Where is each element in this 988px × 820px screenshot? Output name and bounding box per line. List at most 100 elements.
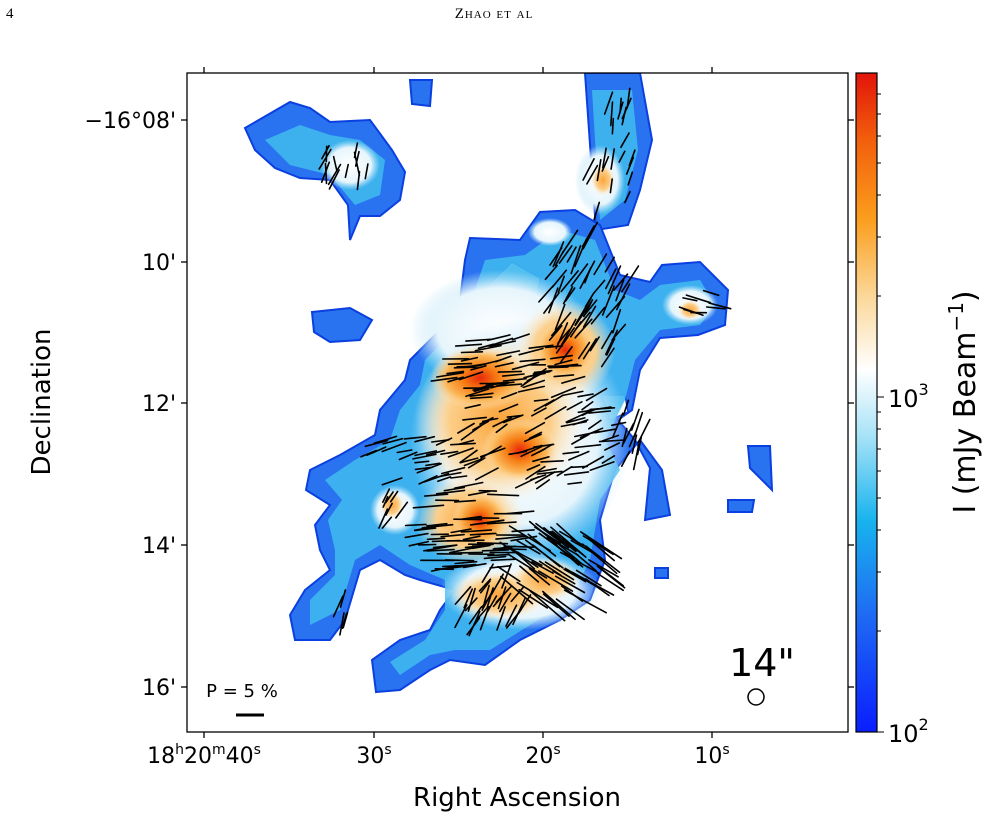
polarization-vector — [404, 532, 429, 539]
polarization-vector — [552, 570, 576, 585]
polarization-vector — [364, 439, 389, 448]
polarization-vector — [530, 407, 547, 417]
polarization-vector — [517, 385, 546, 393]
polarization-vector — [467, 490, 491, 497]
polarization-vector — [548, 366, 569, 369]
polarization-vector — [479, 447, 506, 458]
polarization-vector — [596, 572, 625, 592]
polarization-vector — [426, 522, 448, 527]
polarization-vectors — [318, 87, 732, 637]
beam-size-label: 14" — [729, 641, 795, 685]
polarization-vector — [596, 565, 626, 589]
polarization-vector — [554, 250, 565, 267]
polarization-vector — [453, 481, 484, 489]
polarization-vector — [611, 412, 624, 439]
polarization-vector — [526, 464, 541, 471]
polarization-vector — [413, 527, 437, 532]
polarization-vector — [511, 361, 540, 371]
polarization-vector — [414, 466, 433, 471]
polarization-vector — [560, 420, 588, 428]
polarization-vector — [586, 537, 616, 562]
polarization-vector — [537, 570, 574, 592]
polarization-vector — [489, 564, 511, 569]
polarization-vector — [426, 548, 455, 552]
polarization-vector — [523, 367, 547, 385]
polarization-vector — [332, 595, 344, 618]
polarization-vector — [443, 486, 466, 492]
polarization-vector — [497, 370, 523, 373]
polarization-vector — [430, 376, 458, 382]
polarization-vector — [540, 459, 564, 463]
polarization-vector — [564, 287, 576, 302]
polarization-vector — [582, 305, 597, 328]
polarization-vector — [632, 443, 640, 471]
polarization-vector — [404, 523, 427, 527]
polarization-vector — [471, 543, 495, 546]
polarization-vector — [604, 329, 619, 356]
polarization-vector — [449, 442, 477, 446]
x-tick-label: 10s — [694, 742, 729, 769]
polarization-vector — [381, 516, 393, 529]
polarization-vector — [519, 358, 546, 363]
polarization-vector — [528, 567, 551, 586]
polarization-vector — [601, 434, 620, 442]
polarization-vector — [541, 590, 576, 621]
polarization-vector — [554, 359, 573, 366]
polarization-vector — [534, 471, 556, 484]
polarization-vector — [593, 253, 608, 276]
polarization-vector — [550, 311, 572, 337]
polarization-vector — [395, 501, 409, 519]
polarization-vector — [421, 523, 454, 529]
polarization-vector — [622, 422, 635, 445]
polarization-vector — [535, 479, 551, 490]
polarization-vector — [449, 551, 484, 555]
polarization-vector — [339, 589, 347, 608]
polarization-vector — [561, 375, 586, 384]
polarization-vector — [522, 379, 546, 389]
polarization-vector — [682, 308, 698, 315]
polarization-vector — [554, 303, 566, 331]
polarization-vector — [474, 467, 499, 481]
polarization-vector — [589, 336, 600, 352]
polarization-vector — [549, 354, 574, 360]
x-axis-label: Right Ascension — [413, 783, 621, 813]
polarization-vector — [450, 528, 472, 534]
polarization-vector — [618, 150, 626, 163]
y-tick-labels: −16°08' 10' 12' 14' 16' — [85, 109, 176, 701]
polarization-vector — [624, 190, 631, 204]
axis-ticks — [181, 67, 854, 738]
polarization-vector — [596, 159, 602, 182]
polarization-vector — [408, 540, 430, 547]
polarization-vector — [570, 263, 589, 287]
polarization-vector — [520, 445, 543, 458]
polarization-vector — [435, 489, 466, 495]
polarization-vector — [579, 260, 596, 290]
polarization-vector — [533, 443, 555, 448]
polarization-vector — [582, 455, 605, 469]
polarization-vector — [518, 347, 544, 356]
polarization-vector — [621, 97, 632, 120]
polarization-vector — [604, 442, 621, 451]
polarization-vector — [396, 449, 413, 454]
polarization-vector — [585, 545, 621, 574]
polarization-vector — [463, 588, 474, 609]
polarization-vector — [557, 328, 571, 344]
polarization-vector — [462, 416, 488, 421]
polarization-vector — [619, 97, 623, 113]
y-axis-label: Declination — [27, 329, 57, 476]
polarization-vector — [495, 535, 528, 540]
polarization-vector — [633, 411, 644, 438]
polarization-vector — [538, 284, 555, 303]
polarization-vector — [603, 91, 614, 115]
polarization-vector — [505, 608, 522, 629]
polarization-vector — [378, 508, 389, 529]
polarization-vector — [605, 337, 616, 356]
polarization-vector — [328, 169, 340, 190]
page-number: 4 — [6, 6, 14, 22]
polarization-vector — [414, 435, 436, 443]
polarization-vector — [467, 587, 476, 612]
polarization-vector — [587, 558, 619, 578]
polarization-vector — [533, 398, 549, 402]
polarization-vector — [544, 345, 564, 349]
polarization-vector — [439, 471, 462, 478]
